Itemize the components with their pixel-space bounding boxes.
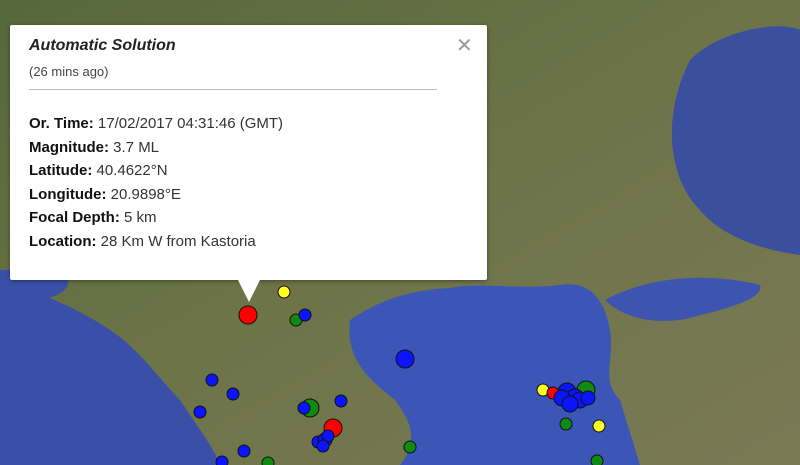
row-longitude: Longitude: 20.9898°E: [29, 183, 283, 207]
event-details: Or. Time: 17/02/2017 04:31:46 (GMT) Magn…: [29, 112, 283, 253]
earthquake-marker-blue[interactable]: [237, 444, 251, 458]
value: 28 Km W from Kastoria: [100, 232, 256, 250]
label: Magnitude:: [29, 138, 109, 156]
earthquake-marker-blue[interactable]: [298, 308, 312, 322]
earthquake-marker-blue[interactable]: [561, 395, 579, 413]
value: 17/02/2017 04:31:46 (GMT): [97, 115, 284, 132]
value: 20.9898°E: [110, 185, 181, 203]
earthquake-marker-blue[interactable]: [297, 401, 311, 415]
popup-pointer: [238, 280, 260, 302]
earthquake-marker-blue[interactable]: [205, 373, 219, 387]
earthquake-marker-blue[interactable]: [226, 387, 240, 401]
row-origin-time: Or. Time: 17/02/2017 04:31:46 (GMT): [29, 112, 283, 136]
row-focal-depth: Focal Depth: 5 km: [29, 206, 283, 230]
earthquake-marker-red[interactable]: [238, 305, 258, 325]
row-location: Location: 28 Km W from Kastoria: [29, 230, 283, 254]
earthquake-marker-blue[interactable]: [215, 455, 229, 465]
earthquake-marker-blue[interactable]: [334, 394, 348, 408]
label: Or. Time:: [29, 115, 94, 132]
popup-time-ago: (26 mins ago): [29, 64, 109, 79]
marmara-sea: [605, 277, 761, 321]
label: Longitude:: [29, 185, 107, 203]
event-popup: Automatic Solution (26 mins ago) ✕ Or. T…: [10, 25, 487, 280]
black-sea: [671, 26, 800, 255]
earthquake-marker-green[interactable]: [261, 456, 275, 465]
row-magnitude: Magnitude: 3.7 ML: [29, 136, 283, 160]
earthquake-marker-green[interactable]: [559, 417, 573, 431]
label: Location:: [29, 232, 97, 250]
divider: [29, 89, 437, 90]
earthquake-marker-blue[interactable]: [316, 439, 330, 453]
ionian-sea: [0, 285, 220, 465]
earthquake-marker-blue[interactable]: [193, 405, 207, 419]
earthquake-marker-blue[interactable]: [395, 349, 415, 369]
earthquake-marker-blue[interactable]: [580, 390, 596, 406]
popup-title: Automatic Solution: [29, 37, 176, 54]
value: 3.7 ML: [113, 138, 160, 156]
value: 5 km: [124, 209, 157, 226]
earthquake-marker-green[interactable]: [403, 440, 417, 454]
row-latitude: Latitude: 40.4622°N: [29, 159, 283, 183]
earthquake-marker-yellow[interactable]: [592, 419, 606, 433]
label: Focal Depth:: [29, 209, 120, 226]
value: 40.4622°N: [96, 162, 168, 179]
earthquake-marker-green[interactable]: [590, 454, 604, 465]
label: Latitude:: [29, 162, 93, 179]
close-icon[interactable]: ✕: [456, 35, 473, 57]
earthquake-marker-yellow[interactable]: [277, 285, 291, 299]
